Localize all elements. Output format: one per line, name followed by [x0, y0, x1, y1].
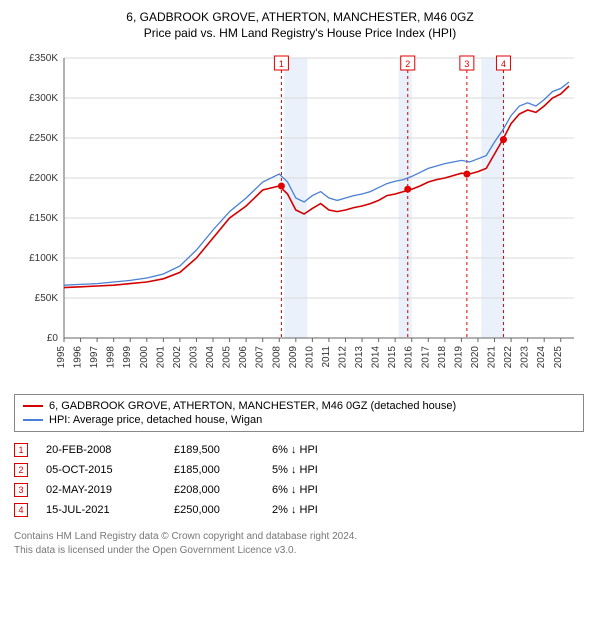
svg-text:2019: 2019 — [453, 346, 464, 369]
sale-row: 2 05-OCT-2015 £185,000 5% ↓ HPI — [14, 460, 584, 480]
sale-date: 05-OCT-2015 — [46, 464, 156, 476]
footer-attribution: Contains HM Land Registry data © Crown c… — [14, 530, 586, 558]
svg-text:2014: 2014 — [371, 346, 382, 369]
footer-line2: This data is licensed under the Open Gov… — [14, 544, 586, 558]
svg-text:2003: 2003 — [188, 346, 199, 369]
svg-text:2021: 2021 — [487, 346, 498, 369]
sale-marker: 1 — [14, 443, 28, 457]
svg-text:2000: 2000 — [139, 346, 150, 369]
legend-item: 6, GADBROOK GROVE, ATHERTON, MANCHESTER,… — [23, 399, 575, 413]
sale-marker: 2 — [14, 463, 28, 477]
svg-text:2018: 2018 — [437, 346, 448, 369]
svg-text:£250K: £250K — [29, 133, 58, 144]
svg-text:3: 3 — [464, 59, 469, 69]
svg-text:2007: 2007 — [255, 346, 266, 369]
sale-marker: 4 — [14, 503, 28, 517]
legend-label: HPI: Average price, detached house, Wiga… — [49, 414, 262, 426]
svg-text:4: 4 — [501, 59, 506, 69]
svg-text:2002: 2002 — [172, 346, 183, 369]
sale-marker: 3 — [14, 483, 28, 497]
svg-text:2001: 2001 — [155, 346, 166, 369]
svg-text:£350K: £350K — [29, 53, 58, 64]
sale-price: £185,000 — [174, 464, 254, 476]
sale-pct: 2% ↓ HPI — [272, 504, 382, 516]
svg-text:£100K: £100K — [29, 253, 58, 264]
svg-text:1: 1 — [279, 59, 284, 69]
svg-text:2015: 2015 — [387, 346, 398, 369]
legend-swatch — [23, 419, 43, 421]
svg-text:1997: 1997 — [89, 346, 100, 369]
svg-text:2025: 2025 — [553, 346, 564, 369]
sale-price: £189,500 — [174, 444, 254, 456]
svg-text:2020: 2020 — [470, 346, 481, 369]
sale-price: £208,000 — [174, 484, 254, 496]
sale-pct: 6% ↓ HPI — [272, 444, 382, 456]
svg-text:2016: 2016 — [404, 346, 415, 369]
svg-text:2008: 2008 — [271, 346, 282, 369]
chart-title-block: 6, GADBROOK GROVE, ATHERTON, MANCHESTER,… — [14, 10, 586, 40]
svg-text:1999: 1999 — [122, 346, 133, 369]
sale-row: 1 20-FEB-2008 £189,500 6% ↓ HPI — [14, 440, 584, 460]
svg-text:£50K: £50K — [35, 293, 59, 304]
svg-text:2012: 2012 — [337, 346, 348, 369]
svg-text:1995: 1995 — [56, 346, 67, 369]
svg-text:2004: 2004 — [205, 346, 216, 369]
legend-label: 6, GADBROOK GROVE, ATHERTON, MANCHESTER,… — [49, 400, 456, 412]
sales-table: 1 20-FEB-2008 £189,500 6% ↓ HPI 2 05-OCT-2015… — [14, 440, 584, 520]
sale-pct: 6% ↓ HPI — [272, 484, 382, 496]
legend: 6, GADBROOK GROVE, ATHERTON, MANCHESTER,… — [14, 394, 584, 432]
title-address: 6, GADBROOK GROVE, ATHERTON, MANCHESTER,… — [14, 10, 586, 24]
sale-date: 15-JUL-2021 — [46, 504, 156, 516]
price-chart: £0 £50K £100K £150K £200K £250K £300K £350K 1995… — [14, 48, 584, 388]
svg-text:1996: 1996 — [73, 346, 84, 369]
svg-text:2011: 2011 — [321, 346, 332, 368]
legend-item: HPI: Average price, detached house, Wiga… — [23, 413, 575, 427]
svg-text:2005: 2005 — [222, 346, 233, 369]
sale-date: 02-MAY-2019 — [46, 484, 156, 496]
svg-text:2006: 2006 — [238, 346, 249, 369]
svg-text:£300K: £300K — [29, 93, 58, 104]
svg-text:2017: 2017 — [420, 346, 431, 369]
svg-text:2022: 2022 — [503, 346, 514, 369]
svg-text:2013: 2013 — [354, 346, 365, 369]
title-subtitle: Price paid vs. HM Land Registry's House … — [14, 26, 586, 40]
svg-text:2009: 2009 — [288, 346, 299, 369]
svg-text:£0: £0 — [47, 333, 59, 344]
svg-text:1998: 1998 — [106, 346, 117, 369]
sale-price: £250,000 — [174, 504, 254, 516]
legend-swatch — [23, 405, 43, 407]
sale-date: 20-FEB-2008 — [46, 444, 156, 456]
svg-text:2023: 2023 — [520, 346, 531, 369]
sale-row: 4 15-JUL-2021 £250,000 2% ↓ HPI — [14, 500, 584, 520]
svg-text:2024: 2024 — [536, 346, 547, 369]
svg-text:2010: 2010 — [304, 346, 315, 369]
svg-text:£150K: £150K — [29, 213, 58, 224]
sale-row: 3 02-MAY-2019 £208,000 6% ↓ HPI — [14, 480, 584, 500]
svg-text:2: 2 — [405, 59, 410, 69]
footer-line1: Contains HM Land Registry data © Crown c… — [14, 530, 586, 544]
svg-text:£200K: £200K — [29, 173, 58, 184]
sale-pct: 5% ↓ HPI — [272, 464, 382, 476]
